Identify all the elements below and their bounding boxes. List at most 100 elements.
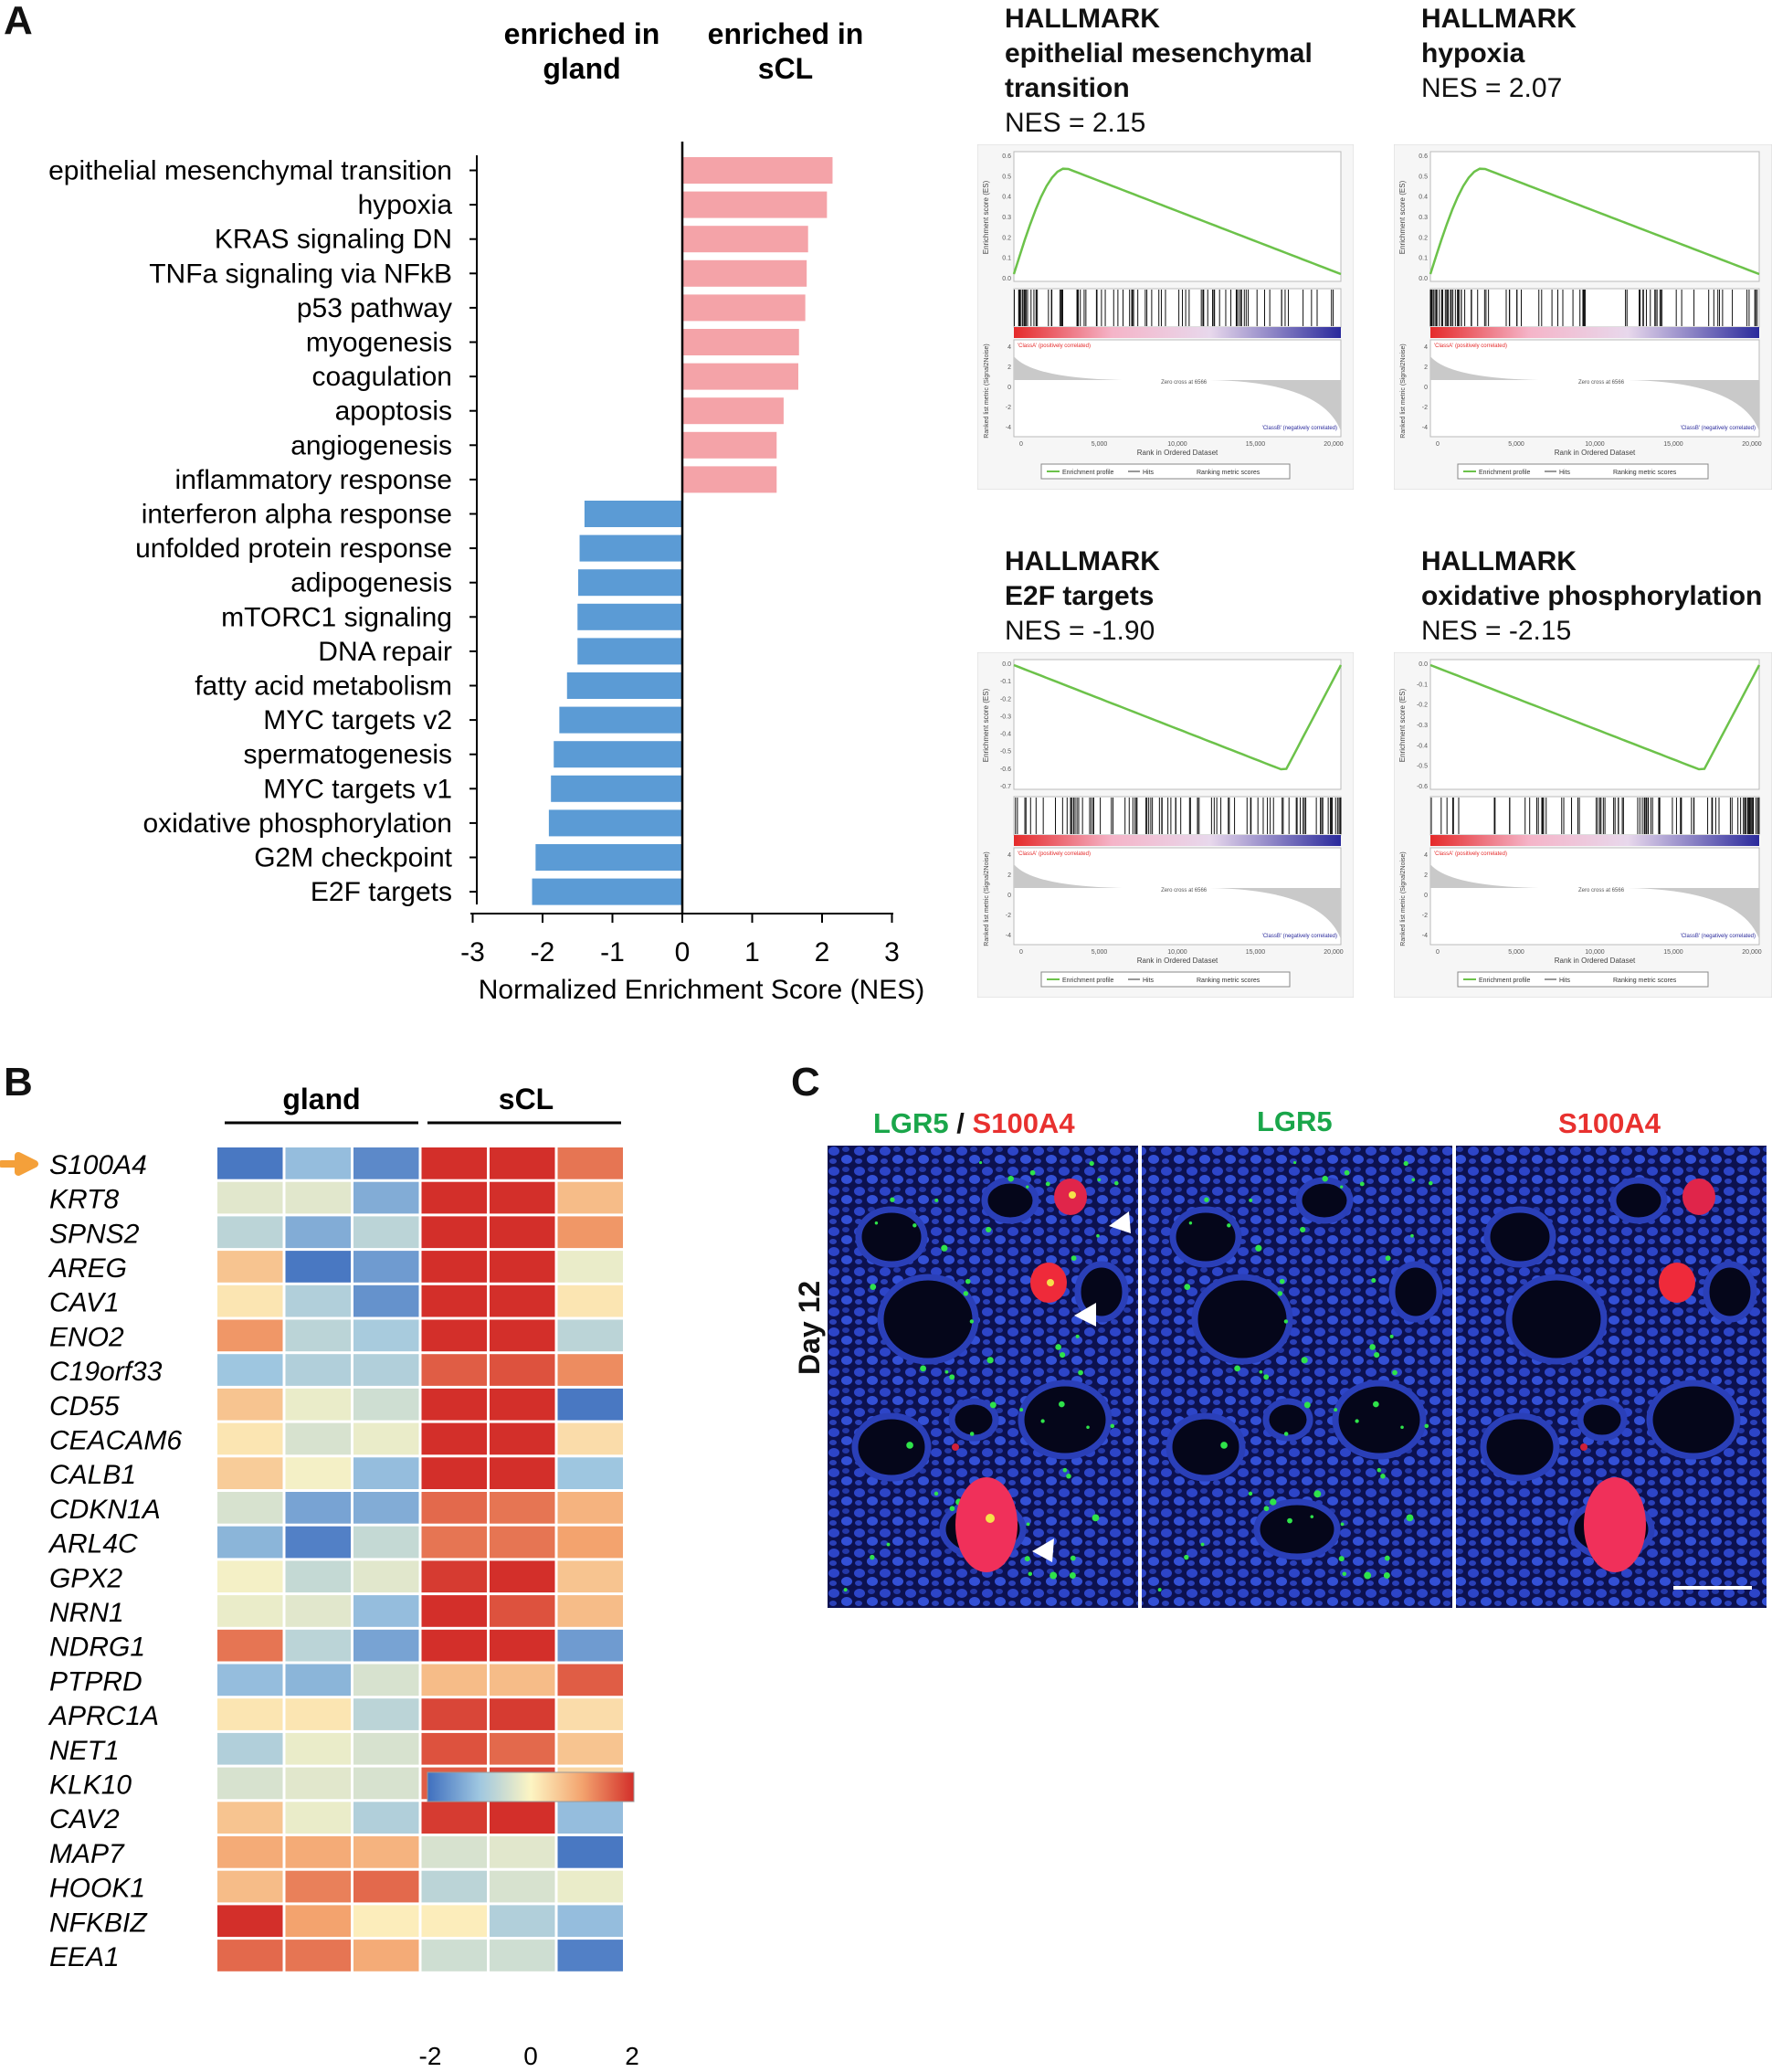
gene-labels: S100A4KRT8SPNS2AREGCAV1ENO2C19orf33CD55C…: [47, 1150, 182, 1972]
category-label: MYC targets v2: [263, 705, 452, 735]
rank-tick: 0: [1436, 441, 1440, 448]
metric-tick: 0: [1424, 385, 1428, 391]
heatmap-cell: [490, 1216, 555, 1249]
heatmap-cell: [557, 1147, 623, 1179]
rank-tick: 10,000: [1167, 441, 1187, 448]
micro-header-s100a4: S100A4: [1558, 1107, 1661, 1139]
gsea-legend: [1040, 971, 1291, 988]
gsea-hallmark: HALLMARK: [1421, 4, 1577, 34]
s100a4-signal: [952, 1179, 1087, 1572]
es-axis-label: Enrichment score (ES): [982, 180, 990, 254]
legend-item: Hits: [1143, 978, 1155, 984]
rank-color-strip: [1430, 835, 1759, 846]
header-right-2: sCL: [758, 52, 813, 85]
legend-item: Enrichment profile: [1062, 470, 1114, 476]
rank-tick: 15,000: [1246, 949, 1266, 956]
metric-tick: 2: [1424, 365, 1428, 371]
heatmap-cell: [217, 1147, 283, 1179]
heatmap-cell: [421, 1147, 487, 1179]
hits-panel: [1013, 796, 1342, 836]
heatmap-cell: [217, 1664, 283, 1697]
gsea-nes: NES = 2.15: [1005, 108, 1146, 138]
bar: [682, 294, 806, 322]
arrowhead-icon: [1032, 1538, 1054, 1562]
heatmap-cell: [490, 1595, 555, 1627]
rank-axis-label: Rank in Ordered Dataset: [1137, 957, 1218, 965]
lgr5-text: LGR5: [873, 1107, 949, 1139]
heatmap-cell: [557, 1388, 623, 1421]
gene-label: SPNS2: [49, 1219, 140, 1249]
heatmap-cell: [557, 1284, 623, 1317]
heatmap-cell: [353, 1870, 419, 1903]
hit-lines: [1430, 798, 1760, 834]
category-label: TNFa signaling via NFkB: [149, 259, 452, 289]
heatmap-cell: [421, 1181, 487, 1214]
metric-tick: 0: [1007, 385, 1011, 391]
heatmap-cell: [217, 1319, 283, 1352]
heatmap-cell: [285, 1560, 351, 1593]
heatmap-cell: [353, 1319, 419, 1352]
arrow-icon: [0, 1152, 38, 1176]
gene-label: CAV1: [49, 1288, 120, 1318]
nes-bar-chart: enriched in gland enriched in sCL epithe…: [48, 17, 924, 1005]
heatmap-cell: [421, 1457, 487, 1489]
rank-tick: 0: [1019, 441, 1023, 448]
es-tick: -0.5: [1000, 749, 1011, 756]
heatmap-cell: [421, 1629, 487, 1662]
micro-images: [828, 1146, 1767, 1608]
hits-panel: [1013, 288, 1342, 328]
heatmap-cell: [217, 1732, 283, 1765]
rank-tick: 10,000: [1585, 441, 1605, 448]
metric-axis-label: Ranked list metric (Signal2Noise): [984, 344, 990, 438]
rank-color-strip: [1014, 835, 1341, 846]
gsea-title-e2f: HALLMARK E2F targets NES = -1.90: [1005, 544, 1160, 649]
rank-color-strip: [1014, 327, 1341, 338]
es-tick: 0.0: [1419, 276, 1428, 282]
gsea-plot-emt: Enrichment score (ES) 0.6 0.5 0.4 0.3 0.2 0.1 0…: [977, 144, 1354, 490]
category-label: MYC targets v1: [263, 774, 452, 804]
heatmap-cell: [353, 1354, 419, 1386]
heatmap-cell: [490, 1905, 555, 1938]
heatmap-cell: [217, 1629, 283, 1662]
heatmap-cell: [490, 1422, 555, 1455]
s100a4-signal: [1580, 1179, 1715, 1572]
heatmap-cell: [285, 1284, 351, 1317]
gland-lumens: [1166, 1177, 1443, 1560]
bar: [682, 363, 798, 390]
rank-axis-label: Rank in Ordered Dataset: [1555, 957, 1636, 965]
bar: [579, 534, 682, 562]
bar: [682, 226, 808, 253]
header-left-1: enriched in: [504, 17, 660, 50]
micro-image-s100a4: [1456, 1146, 1767, 1608]
rank-tick: 20,000: [1324, 441, 1344, 448]
category-label: epithelial mesenchymal transition: [48, 156, 452, 186]
heatmap-cell: [557, 1802, 623, 1834]
heatmap: gland sCL S100A4 KRT8 SPNS2 AREG CAV1 ENO2 C19…: [0, 1083, 639, 2070]
es-curve: [1013, 663, 1343, 771]
es-tick: -0.6: [1000, 766, 1011, 773]
heatmap-cell: [490, 1560, 555, 1593]
es-curve: [1429, 167, 1760, 276]
metric-axis-label: Ranked list metric (Signal2Noise): [1400, 851, 1407, 946]
metric-tick: -4: [1422, 933, 1428, 939]
metric-tick: 0: [1424, 893, 1428, 899]
heatmap-cell: [285, 1732, 351, 1765]
gsea-plot-hypoxia: Enrichment score (ES) 0.6 0.5 0.4 0.3 0.2 0.1 0…: [1394, 144, 1772, 490]
es-tick: -0.7: [1000, 784, 1011, 790]
heatmap-cell: [557, 1870, 623, 1903]
heatmap-cell: [217, 1457, 283, 1489]
gsea-name-line: E2F targets: [1005, 581, 1155, 611]
hits-panel: [1429, 288, 1760, 328]
gsea-legend: [1457, 463, 1709, 480]
metric-tick: 2: [1424, 872, 1428, 879]
heatmap-cell: [421, 1216, 487, 1249]
bar: [682, 259, 807, 287]
heatmap-cell: [353, 1940, 419, 1972]
heatmap-cell: [421, 1354, 487, 1386]
metric-tick: -4: [1006, 933, 1011, 939]
es-axis-label: Enrichment score (ES): [1398, 688, 1407, 762]
rank-tick: 5,000: [1092, 441, 1108, 448]
rank-tick: 15,000: [1246, 441, 1266, 448]
es-tick: 0.5: [1002, 174, 1011, 180]
legend-item: Ranking metric scores: [1613, 978, 1677, 984]
